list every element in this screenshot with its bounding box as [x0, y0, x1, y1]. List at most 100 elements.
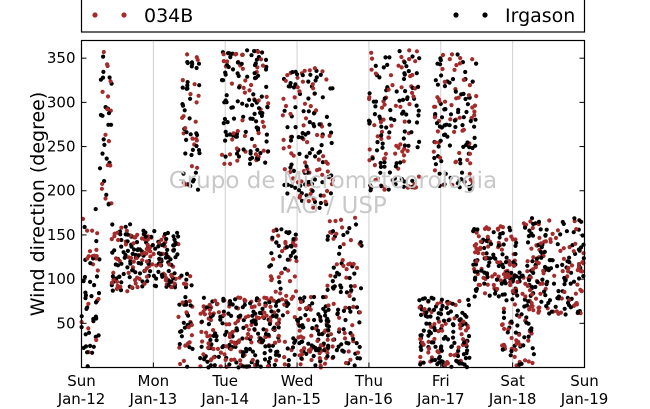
point-irgason: [487, 293, 492, 298]
point-irgason: [310, 301, 315, 306]
point-034b: [433, 140, 438, 145]
point-034b: [561, 246, 566, 251]
point-irgason: [267, 300, 272, 305]
point-irgason: [290, 345, 296, 350]
point-034b: [99, 186, 104, 191]
point-irgason: [185, 83, 190, 88]
point-irgason: [196, 148, 202, 153]
point-irgason: [507, 225, 512, 230]
point-irgason: [88, 343, 93, 348]
point-irgason: [182, 108, 187, 113]
point-irgason: [306, 96, 311, 101]
point-irgason: [471, 262, 476, 267]
point-irgason: [290, 70, 295, 75]
point-034b: [276, 233, 281, 238]
point-034b: [398, 142, 403, 147]
point-irgason: [160, 243, 165, 248]
point-irgason: [450, 301, 455, 306]
point-irgason: [484, 251, 489, 256]
point-034b: [103, 132, 108, 137]
point-034b: [201, 304, 206, 309]
point-034b: [243, 315, 248, 320]
point-irgason: [419, 347, 424, 352]
point-034b: [100, 89, 105, 94]
point-irgason: [416, 113, 421, 118]
point-irgason: [526, 299, 531, 304]
point-irgason: [549, 309, 554, 314]
point-irgason: [491, 255, 496, 260]
point-irgason: [221, 309, 226, 314]
point-irgason: [224, 93, 229, 98]
point-034b: [85, 228, 90, 233]
point-irgason: [530, 233, 536, 238]
point-034b: [188, 274, 193, 279]
point-034b: [515, 279, 520, 285]
point-irgason: [184, 277, 189, 282]
point-034b: [575, 282, 580, 287]
point-034b: [460, 128, 465, 133]
point-034b: [224, 344, 229, 349]
point-irgason: [101, 137, 106, 142]
point-034b: [228, 161, 233, 166]
point-irgason: [489, 241, 494, 247]
point-irgason: [433, 344, 438, 349]
point-034b: [436, 319, 442, 324]
point-irgason: [392, 176, 397, 181]
point-irgason: [299, 135, 304, 140]
point-irgason: [358, 240, 363, 245]
point-034b: [396, 63, 401, 68]
point-irgason: [431, 307, 437, 312]
point-034b: [298, 193, 303, 198]
point-irgason: [432, 155, 437, 161]
point-irgason: [560, 219, 565, 225]
point-034b: [354, 265, 360, 270]
point-034b: [292, 274, 297, 279]
point-irgason: [225, 120, 230, 125]
point-irgason: [539, 299, 544, 304]
point-irgason: [553, 304, 558, 309]
point-034b: [514, 341, 519, 346]
point-034b: [277, 338, 282, 343]
point-034b: [481, 251, 486, 256]
point-irgason: [435, 316, 440, 321]
point-irgason: [379, 184, 384, 189]
point-irgason: [372, 112, 377, 117]
point-034b: [432, 115, 437, 120]
point-034b: [285, 310, 290, 315]
point-034b: [303, 160, 308, 165]
point-034b: [525, 269, 530, 274]
point-irgason: [373, 63, 378, 68]
point-irgason: [504, 255, 509, 260]
point-irgason: [264, 84, 269, 89]
point-034b: [504, 237, 509, 242]
point-irgason: [374, 148, 380, 153]
point-irgason: [414, 120, 420, 125]
point-irgason: [201, 295, 206, 300]
point-034b: [456, 95, 461, 100]
point-irgason: [121, 271, 126, 277]
point-irgason: [465, 140, 470, 145]
point-irgason: [317, 205, 322, 210]
point-irgason: [442, 182, 447, 187]
point-irgason: [417, 56, 422, 61]
point-irgason: [90, 350, 95, 355]
point-034b: [95, 231, 100, 236]
point-034b: [106, 139, 111, 144]
point-irgason: [533, 284, 538, 290]
point-034b: [294, 258, 299, 264]
point-irgason: [285, 346, 290, 351]
point-irgason: [260, 50, 265, 55]
point-irgason: [273, 303, 279, 308]
point-034b: [369, 50, 374, 55]
point-irgason: [464, 314, 469, 319]
point-irgason: [293, 255, 298, 260]
point-034b: [249, 322, 254, 327]
point-034b: [242, 90, 247, 95]
point-irgason: [284, 230, 289, 235]
point-irgason: [456, 348, 461, 353]
point-irgason: [437, 354, 442, 359]
point-irgason: [472, 124, 477, 129]
point-034b: [338, 217, 344, 222]
point-irgason: [567, 303, 572, 308]
point-irgason: [548, 266, 554, 271]
